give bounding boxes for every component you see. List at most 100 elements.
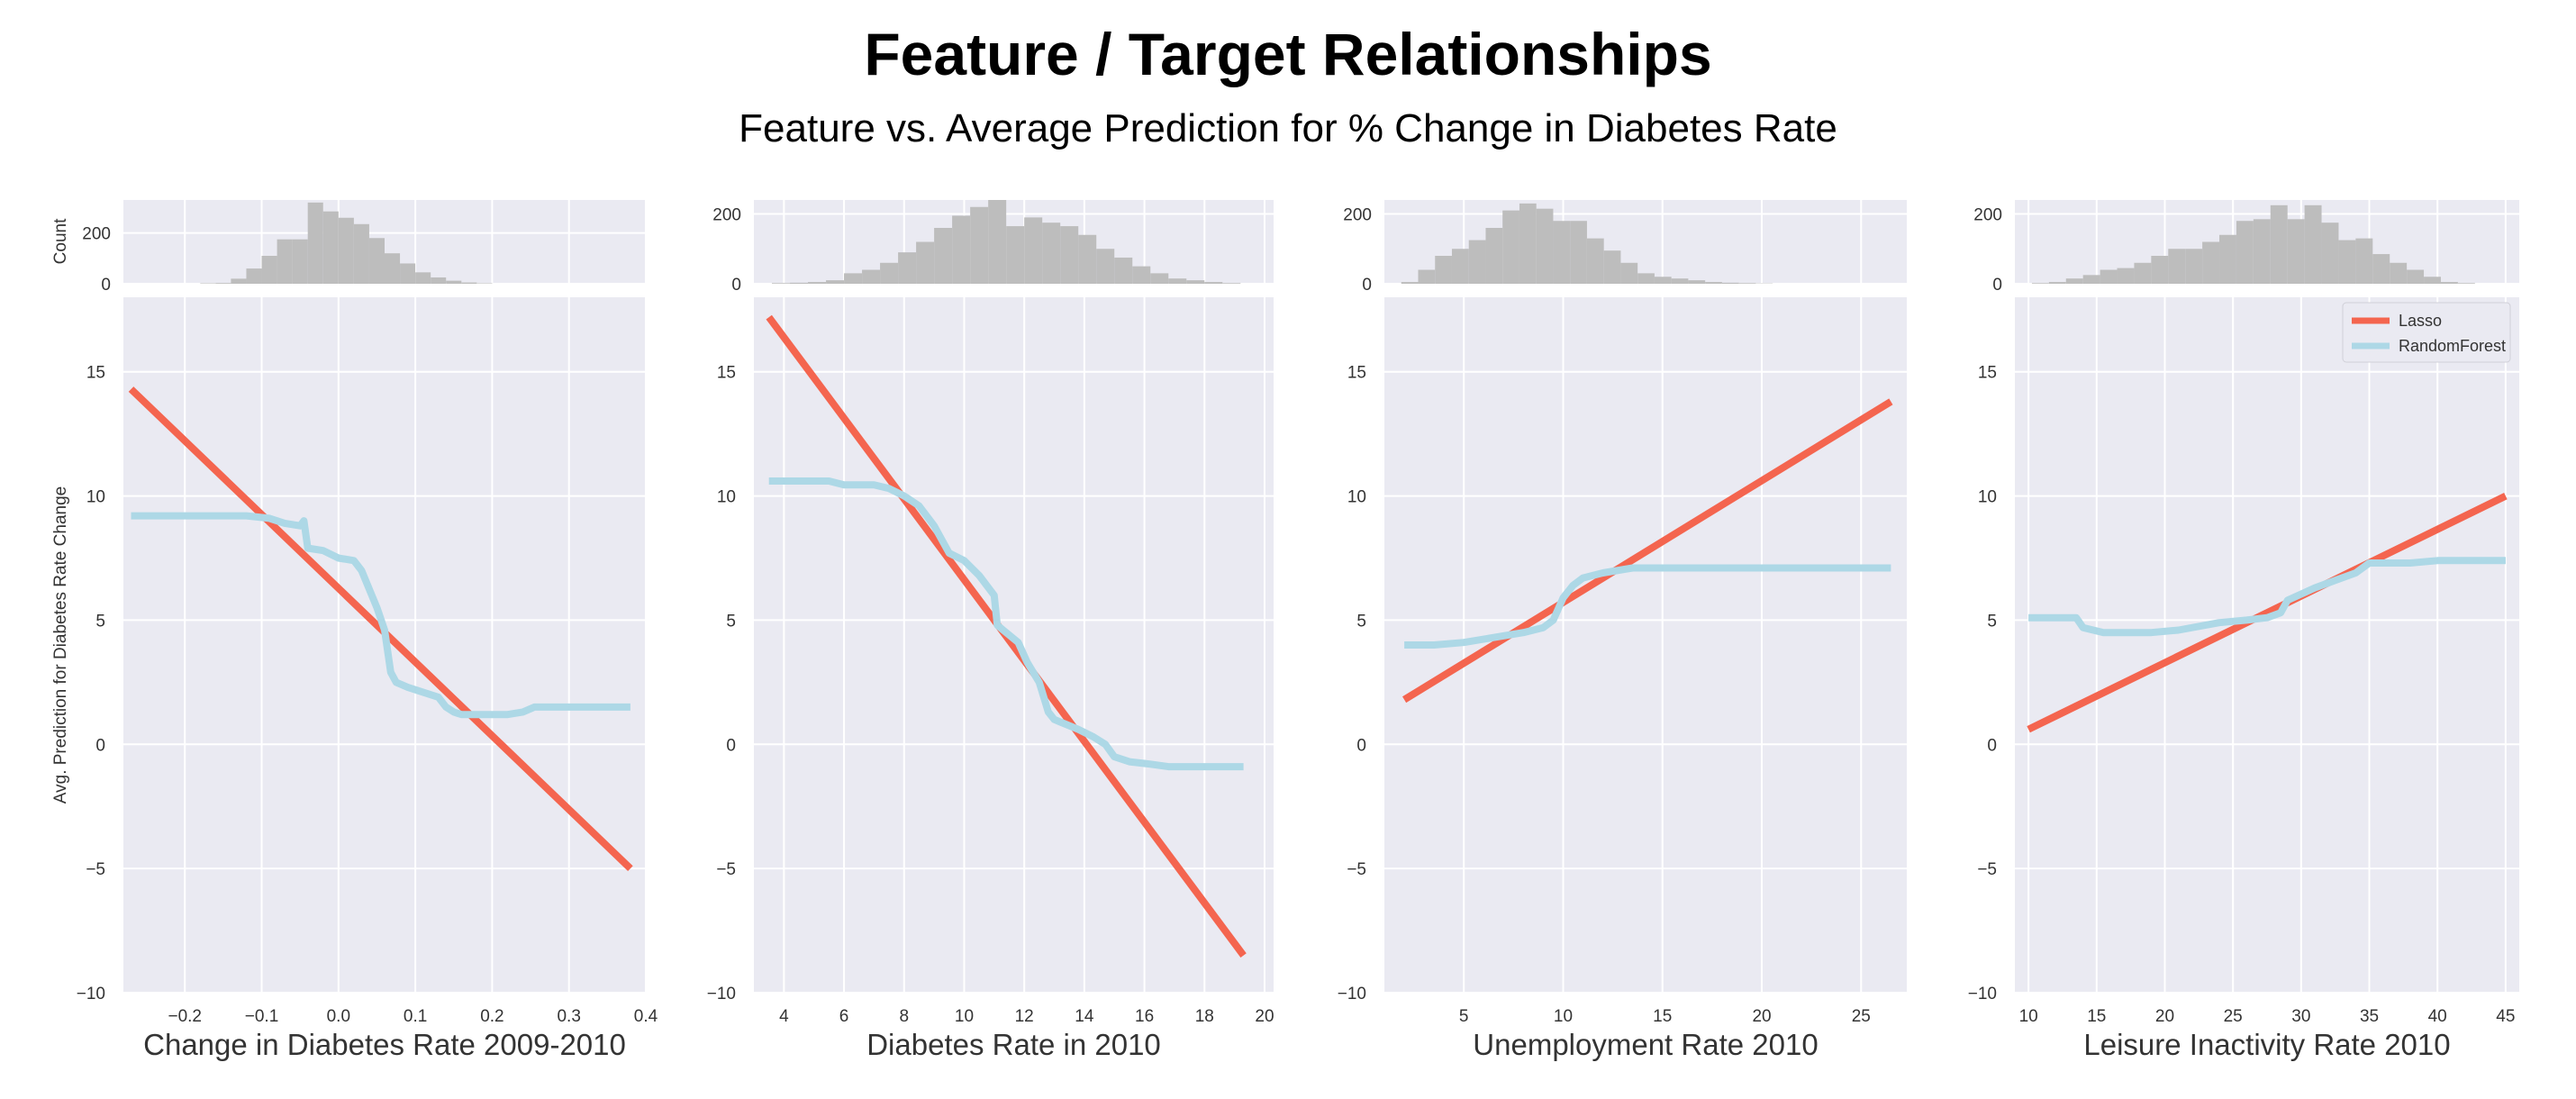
x-tick-label: 0.1 bbox=[404, 1007, 427, 1026]
histogram-bar bbox=[400, 263, 416, 284]
x-tick-label: 30 bbox=[2291, 1007, 2310, 1026]
histogram-bar bbox=[277, 239, 293, 284]
y-tick-label: −5 bbox=[716, 860, 736, 879]
histogram-bar bbox=[862, 269, 881, 284]
subplot-3: 0 200 5 10 15 20 25 −10 −5 0 5 10 15 Unemployment Rat… bbox=[1338, 200, 1907, 1061]
x-axis-label: Leisure Inactivity Rate 2010 bbox=[2083, 1028, 2450, 1061]
histogram-bar bbox=[2100, 269, 2118, 284]
x-tick-label: 35 bbox=[2360, 1007, 2379, 1026]
x-tick-label: 14 bbox=[1075, 1007, 1094, 1026]
x-tick-label: −0.2 bbox=[168, 1007, 202, 1026]
histogram-bar bbox=[292, 239, 308, 284]
histogram-bar bbox=[2253, 219, 2271, 284]
histogram-bar bbox=[353, 223, 369, 284]
histogram-bar bbox=[2048, 282, 2066, 284]
histogram-bar bbox=[446, 280, 462, 284]
histogram-bar bbox=[898, 252, 917, 284]
histogram-bar bbox=[231, 278, 247, 284]
histogram-bar bbox=[808, 282, 827, 284]
x-tick-label: −0.1 bbox=[245, 1007, 279, 1026]
histogram-bar bbox=[2168, 249, 2186, 284]
plot-background bbox=[1384, 297, 1907, 993]
x-tick-label: 16 bbox=[1135, 1007, 1154, 1026]
y-tick-label: −5 bbox=[1347, 860, 1366, 879]
x-tick-label: 25 bbox=[1852, 1007, 1871, 1026]
series-line-randomforest bbox=[131, 512, 630, 719]
series-line-randomforest bbox=[768, 477, 1244, 771]
y-tick-label: −5 bbox=[86, 860, 105, 879]
x-axis-label: Change in Diabetes Rate 2009-2010 bbox=[143, 1028, 626, 1061]
histogram-bar bbox=[1688, 280, 1706, 284]
x-tick-label: 12 bbox=[1015, 1007, 1034, 1026]
x-tick-label: 25 bbox=[2224, 1007, 2243, 1026]
histogram-bar bbox=[2219, 234, 2236, 284]
y-tick-label: 5 bbox=[1987, 612, 1997, 631]
histogram-bar bbox=[2287, 219, 2305, 284]
histogram-bar bbox=[772, 283, 791, 284]
y-tick-label: −10 bbox=[1338, 985, 1366, 1004]
histogram-bar bbox=[934, 228, 953, 284]
histogram-bar bbox=[1401, 282, 1419, 284]
histogram-bar bbox=[307, 202, 323, 284]
y-tick-label: 15 bbox=[1978, 364, 1997, 383]
histogram-bar bbox=[385, 253, 401, 284]
histogram-bar bbox=[826, 280, 845, 284]
histogram-bar bbox=[1418, 269, 1436, 284]
x-tick-label: 0.4 bbox=[634, 1007, 658, 1026]
y-tick-label: 10 bbox=[86, 488, 105, 507]
histogram-bar bbox=[1502, 210, 1519, 284]
y-axis-label: Avg. Prediction for Diabetes Rate Change bbox=[51, 486, 70, 804]
y-tick-label: 15 bbox=[717, 364, 736, 383]
x-tick-label: 10 bbox=[2019, 1007, 2038, 1026]
histogram-bar bbox=[215, 283, 231, 284]
histogram-bar bbox=[261, 256, 277, 284]
y-tick-label: 0 bbox=[1356, 736, 1366, 755]
x-tick-label: 18 bbox=[1195, 1007, 1214, 1026]
histogram-bar bbox=[1519, 203, 1537, 284]
x-tick-label: 0.0 bbox=[327, 1007, 350, 1026]
histogram-y-tick-label: 200 bbox=[1343, 206, 1372, 225]
histogram-bar bbox=[1586, 238, 1604, 284]
histogram-bar bbox=[338, 217, 354, 284]
x-tick-label: 4 bbox=[779, 1007, 789, 1026]
x-tick-label: 8 bbox=[899, 1007, 909, 1026]
histogram-bar bbox=[1721, 282, 1739, 284]
x-axis-label: Diabetes Rate in 2010 bbox=[866, 1028, 1161, 1061]
histogram-y-tick-label: 200 bbox=[712, 206, 741, 225]
y-tick-label: 15 bbox=[86, 364, 105, 383]
x-tick-label: 0.2 bbox=[480, 1007, 503, 1026]
histogram-bar bbox=[2407, 269, 2425, 284]
x-tick-label: 6 bbox=[839, 1007, 849, 1026]
histogram-bar bbox=[2185, 249, 2203, 284]
legend: Lasso RandomForest bbox=[2342, 302, 2511, 363]
histogram-bar bbox=[1468, 240, 1486, 284]
histogram-bar bbox=[2134, 262, 2152, 284]
legend-label-lasso: Lasso bbox=[2399, 312, 2442, 330]
histogram-y-tick-label: 200 bbox=[82, 225, 111, 244]
y-tick-label: 5 bbox=[726, 612, 736, 631]
y-tick-label: 15 bbox=[1347, 364, 1366, 383]
histogram-bar bbox=[1150, 273, 1169, 284]
histogram-bar bbox=[1222, 283, 1241, 284]
histogram-bar bbox=[2390, 262, 2408, 284]
histogram-bar bbox=[844, 273, 863, 284]
x-tick-label: 10 bbox=[1554, 1007, 1573, 1026]
subplot-4: 0 200 10 15 20 25 30 35 40 45 −10 −5 0 5 10 15 Leisure I… bbox=[1968, 200, 2519, 1061]
histogram-bar bbox=[2202, 241, 2220, 284]
x-tick-label: 20 bbox=[2155, 1007, 2174, 1026]
histogram-bar bbox=[461, 282, 477, 284]
y-tick-label: 10 bbox=[717, 488, 736, 507]
y-tick-label: 0 bbox=[95, 736, 105, 755]
plot-background bbox=[2015, 297, 2519, 993]
histogram-bar bbox=[1553, 221, 1571, 284]
x-tick-label: 15 bbox=[1653, 1007, 1672, 1026]
histogram-bar bbox=[2304, 204, 2322, 284]
y-tick-label: −10 bbox=[707, 985, 736, 1004]
y-tick-label: 5 bbox=[95, 612, 105, 631]
histogram-bar bbox=[2151, 256, 2169, 284]
series-line-lasso bbox=[2027, 493, 2508, 733]
histogram-bar bbox=[1204, 282, 1223, 284]
histogram-bar bbox=[2236, 221, 2254, 284]
histogram-bar bbox=[476, 283, 493, 284]
histogram-bar bbox=[2355, 238, 2373, 284]
